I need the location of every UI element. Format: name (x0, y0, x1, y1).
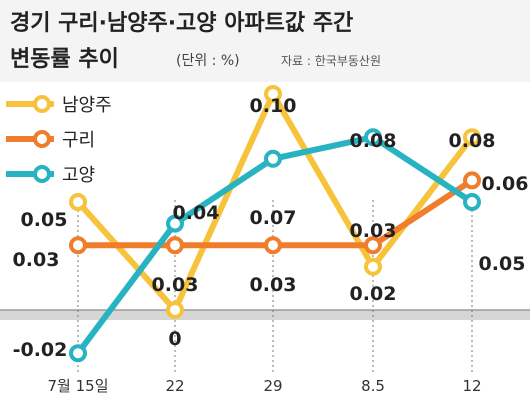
point-구리-4 (463, 171, 481, 190)
series-layer (69, 85, 481, 363)
point-구리-1 (166, 236, 184, 255)
data-label-남양주-4: 0.08 (449, 130, 496, 152)
point-고양-4 (463, 193, 481, 211)
x-tick-1: 22 (165, 377, 184, 395)
legend-label-구리: 구리 (62, 130, 95, 151)
data-label-구리-2: 0.03 (250, 274, 297, 296)
point-구리-0 (69, 236, 87, 255)
chart-title-line2: 변동률 추이 (10, 47, 119, 72)
data-label-고양-1: 0.04 (173, 202, 220, 224)
title-band (0, 0, 530, 82)
point-남양주-4 (463, 128, 481, 147)
x-tick-3: 8.5 (361, 377, 385, 395)
chart-title-line1: 경기 구리·남양주·고양 아파트값 주간 (10, 11, 353, 36)
legend-label-고양: 고양 (62, 165, 95, 186)
tick-layer: 7월 15일 22 29 8.5 12 (48, 377, 482, 395)
point-남양주-3 (364, 257, 382, 276)
data-label-고양-4: 0.05 (479, 253, 526, 275)
x-tick-2: 29 (263, 377, 282, 395)
point-구리-3 (364, 236, 382, 255)
point-남양주-2 (264, 85, 282, 103)
data-label-남양주-2: 0.10 (250, 95, 297, 117)
legend-label-남양주: 남양주 (62, 95, 112, 116)
point-고양-1 (166, 214, 184, 233)
data-label-구리-0: 0.03 (13, 249, 60, 271)
point-구리-2 (264, 236, 282, 255)
data-label-고양-3: 0.08 (350, 130, 397, 152)
legend-marker-남양주 (33, 95, 51, 113)
gridlines (77, 200, 473, 372)
data-label-고양-2: 0.07 (250, 207, 297, 229)
data-label-남양주-3: 0.02 (350, 283, 397, 305)
unit-label: (단위 : %) (176, 53, 240, 69)
data-label-구리-4: 0.06 (482, 173, 529, 195)
x-tick-4: 12 (462, 377, 481, 395)
x-tick-0: 7월 15일 (48, 377, 109, 395)
source-label: 자료 : 한국부동산원 (281, 54, 381, 68)
data-label-남양주-1: 0 (168, 328, 181, 350)
point-남양주-1 (166, 301, 184, 319)
data-label-구리-3: 0.03 (350, 220, 397, 242)
data-label-구리-1: 0.03 (152, 274, 199, 296)
label-layer: 0.05 0 0.10 0.02 0.08 0.03 0.03 0.03 0.03 0.06 -0.… (13, 95, 529, 361)
data-label-남양주-0: 0.05 (21, 209, 68, 231)
data-label-고양-0: -0.02 (13, 339, 68, 361)
point-고양-2 (264, 149, 282, 168)
point-고양-0 (69, 344, 87, 363)
legend-marker-고양 (33, 165, 51, 183)
zero-baseline-shadow (0, 310, 530, 320)
point-고양-3 (364, 128, 382, 147)
legend-marker-구리 (33, 130, 51, 148)
point-남양주-0 (69, 193, 87, 211)
